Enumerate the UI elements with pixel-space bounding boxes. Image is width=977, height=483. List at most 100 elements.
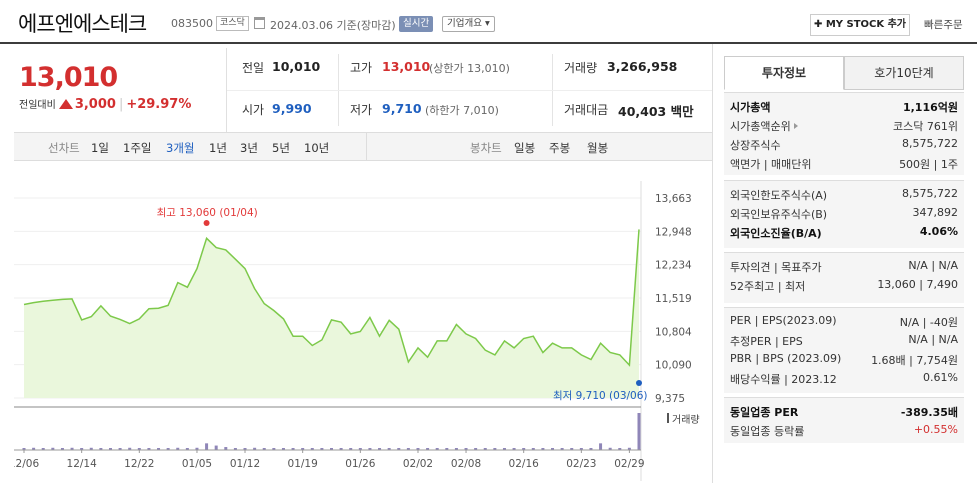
x-tick-label: 01/19 [288,458,318,470]
volume-bar [310,448,314,450]
info-row-value: N/A | -40원 [899,316,958,329]
change-percent: +29.97% [126,97,192,112]
info-row-value: 8,575,722 [902,137,958,150]
volume-bar [541,448,545,450]
volume-bar [637,413,641,450]
volume-bar [474,448,478,450]
tab-orderbook[interactable]: 호가10단계 [844,56,964,90]
info-row-value: N/A | N/A [908,259,958,272]
low-value: 9,710 [382,101,422,116]
volume-bar [589,448,593,450]
volume-bar [358,448,362,450]
period-1y[interactable]: 1년 [209,141,227,155]
info-row-label: 시가총액순위 [730,118,798,134]
x-tick-label: 01/12 [230,458,260,470]
info-row: 외국인한도주식수(A) 8,575,722 [730,187,958,205]
volume-bar [80,448,84,450]
volume-bar [502,448,506,450]
volume-bar [185,448,189,450]
open-label: 시가 [242,103,265,117]
volume-bar [454,448,458,450]
prev-close-value: 10,010 [272,59,321,74]
info-tabs: 투자정보 호가10단계 [724,56,964,90]
info-row-label: 상장주식수 [730,139,781,152]
volume-bar [435,448,439,450]
volume-bar [51,447,55,450]
info-row-label: 52주최고 | 최저 [730,280,806,293]
info-row-label: 시가총액 [730,101,771,114]
volume-bar [118,448,122,450]
info-row-label: 외국인소진율(B/A) [730,227,822,240]
volume-bar [89,447,93,450]
price-line [23,229,640,367]
current-price-box: 13,010 전일대비 3,000 | +29.97% [14,48,226,132]
volume-bar [22,448,26,450]
candle-daily[interactable]: 일봉 [514,141,536,155]
x-tick-label: 02/08 [451,458,481,470]
tab-investment-info[interactable]: 투자정보 [724,56,844,90]
quote-summary: 전일 10,010 고가 13,010 (상한가 13,010) 거래량 3,2… [226,48,713,132]
min-marker [636,380,642,386]
x-tick-label: 12/22 [124,458,154,470]
price-chart-svg: 13,663 12,948 12,234 11,519 10,804 10,090 9,37… [14,181,700,481]
volume-bar [426,448,430,450]
y-tick-label: 9,375 [655,393,685,405]
volume-bar [330,448,333,450]
stock-code: 083500 [171,17,213,30]
period-5y[interactable]: 5년 [272,141,290,155]
base-date: 2024.03.06 기준(장마감) [270,19,396,32]
price-change: 전일대비 3,000 | +29.97% [19,96,191,112]
candle-chart-label: 봉차트 [470,141,502,155]
volume-label: 거래량 [672,414,700,426]
info-row-value: -389.35배 [900,406,958,419]
period-1w[interactable]: 1주일 [123,141,152,155]
info-row: 동일업종 PER -389.35배 [730,404,958,422]
info-row: PBR | BPS (2023.09) 1.68배 | 7,754원 [730,352,958,370]
info-row-value: 13,060 | 7,490 [877,278,958,291]
period-10y[interactable]: 10년 [304,141,330,155]
period-3y[interactable]: 3년 [240,141,258,155]
info-row-value: 347,892 [912,206,959,219]
candle-weekly[interactable]: 주봉 [549,141,571,155]
info-row-value: 1.68배 | 7,754원 [871,354,958,367]
add-mystock-button[interactable]: ✚ MY STOCK 추가 [810,14,910,36]
volume-bar [608,447,612,450]
info-section3: 투자의견 | 목표주가 N/A | N/A 52주최고 | 최저 13,060 | 7… [724,252,964,303]
quick-order-link[interactable]: 빠른주문 [924,19,963,31]
y-tick-label: 11,519 [655,293,692,305]
info-row-label: 외국인보유주식수(B) [730,208,828,221]
info-row-value: 코스닥 761위 [893,120,958,133]
volume-bar [445,448,449,450]
stock-name: 에프엔에스테크 [18,12,147,36]
info-row: 배당수익률 | 2023.12 0.61% [730,371,958,389]
info-row-value: N/A | N/A [908,333,958,346]
min-annotation: 최저 9,710 (03/06) [553,390,648,402]
calendar-icon [254,17,265,29]
up-arrow-icon [58,99,73,109]
info-row: 시가총액 1,116억원 [730,99,958,117]
x-tick-label: 12/06 [14,458,39,470]
stock-header: 에프엔에스테크 083500 코스닥 2024.03.06 기준(장마감) 실시… [0,0,977,44]
x-tick-label: 02/29 [614,458,644,470]
volume-bar [387,448,391,450]
volume-bar [378,448,382,450]
lower-limit: (하한가 7,010) [425,104,499,117]
candle-monthly[interactable]: 월봉 [587,141,609,155]
x-tick-label: 01/05 [182,458,212,470]
period-1d[interactable]: 1일 [91,141,109,155]
info-row-label: 추정PER | EPS [730,335,803,348]
company-overview-button[interactable]: 기업개요 ▾ [442,16,495,32]
x-tick-label: 01/26 [345,458,376,470]
volume-bar [291,448,295,450]
volume-bar [233,448,237,450]
realtime-button[interactable]: 실시간 [399,16,434,32]
volume-bar [560,448,564,450]
volume-bar [368,448,372,450]
info-row-value: 8,575,722 [902,187,958,200]
caret-right-icon[interactable] [793,123,798,129]
high-label: 고가 [350,61,373,75]
info-row-label: 동일업종 PER [730,406,799,419]
period-3m[interactable]: 3개월 [166,141,195,155]
info-row: 액면가 | 매매단위 500원 | 1주 [730,156,958,174]
volume-bar [349,448,353,450]
